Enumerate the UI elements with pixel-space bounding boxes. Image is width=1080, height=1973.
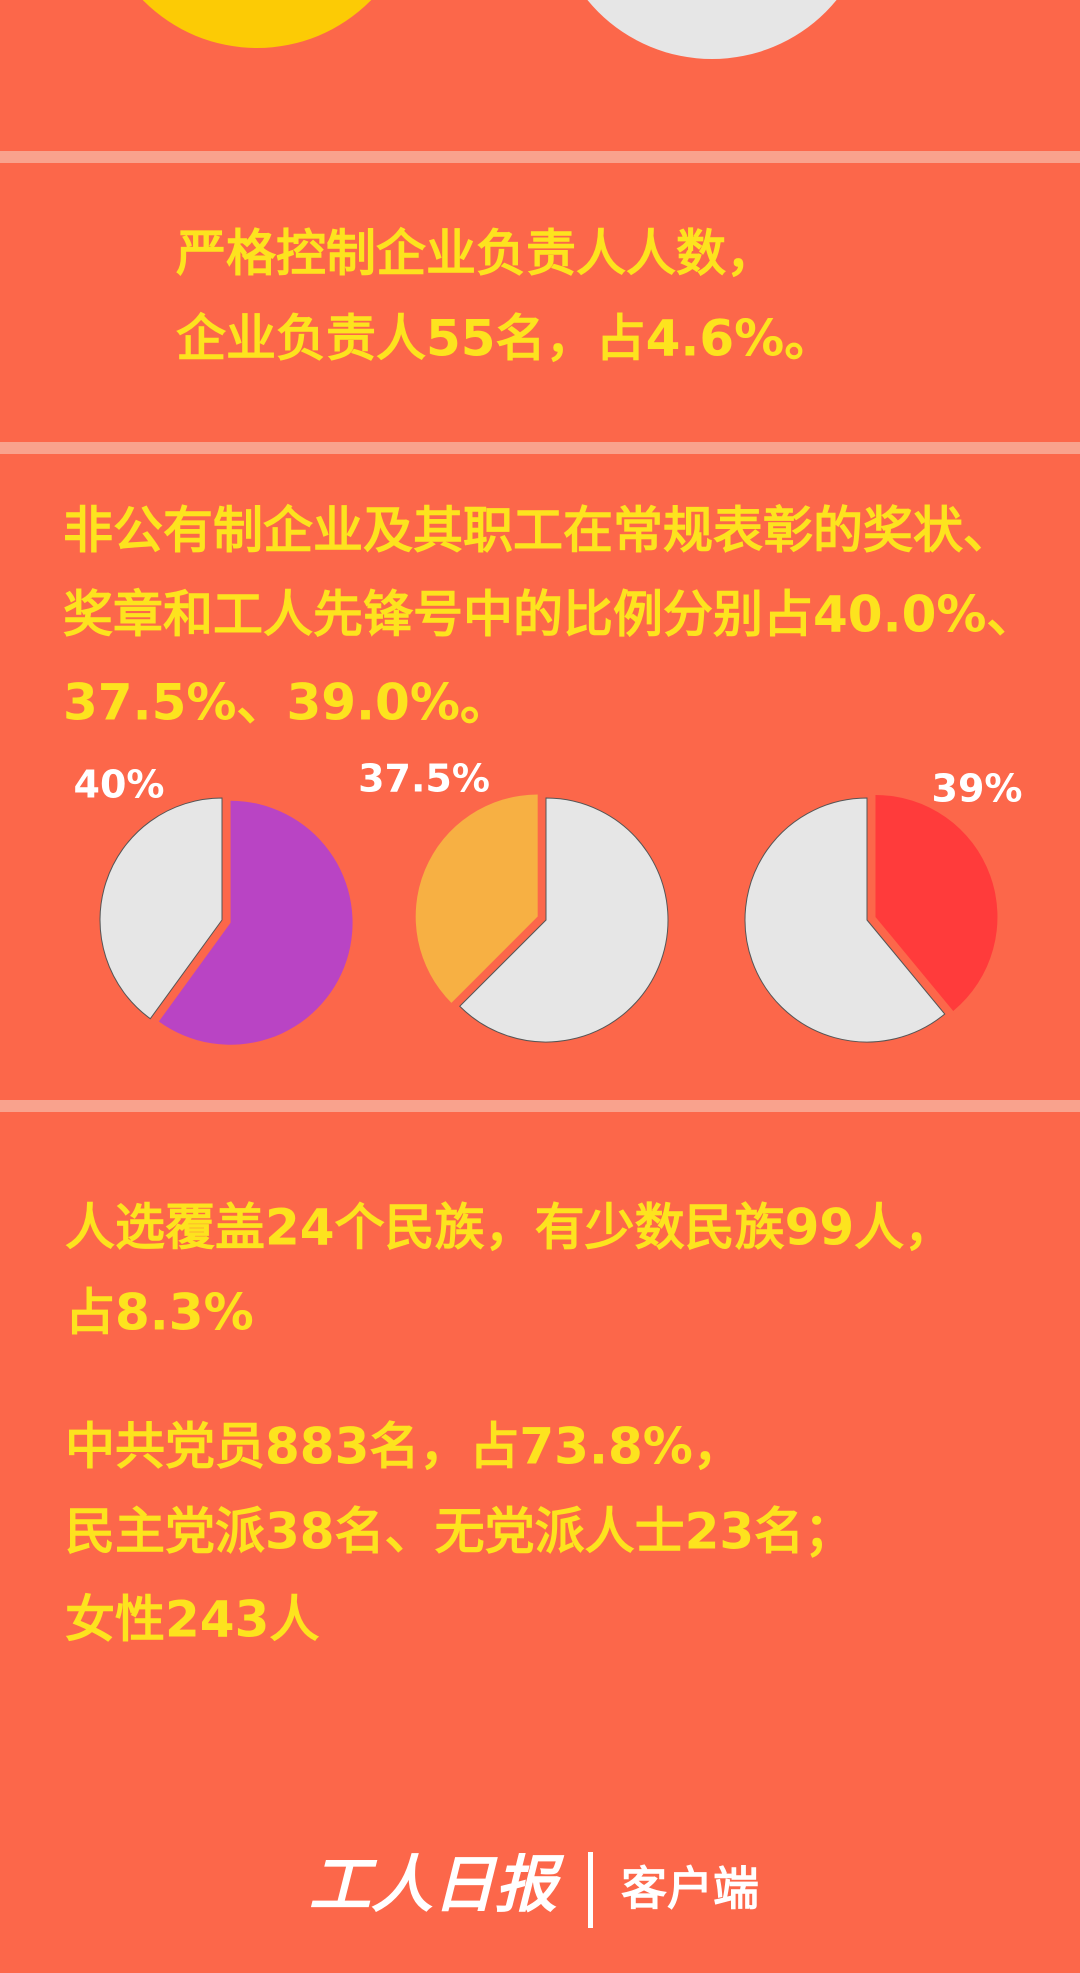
footer-divider: [588, 1852, 593, 1928]
pie-slice: [415, 794, 538, 1003]
text-line: 占8.3%: [65, 1284, 254, 1342]
text-line: 严格控制企业负责人人数，: [176, 225, 776, 283]
pie-label: 40%: [74, 763, 165, 807]
text-line: 奖章和工人先锋号中的比例分别占40.0%、: [63, 586, 1036, 644]
text-line: 民主党派38名、无党派人士23名；: [65, 1503, 854, 1561]
text-line: 人选覆盖24个民族，有少数民族99人，: [65, 1199, 954, 1257]
pie-slice: [459, 797, 669, 1043]
separator: [0, 442, 1080, 454]
separator: [0, 151, 1080, 163]
pie-slice: [99, 797, 223, 1020]
separator: [0, 1100, 1080, 1112]
footer-logo: 工人日报: [309, 1848, 565, 1921]
pie-label: 37.5%: [358, 757, 490, 801]
pie-slice: [744, 797, 946, 1043]
text-line: 企业负责人55名，占4.6%。: [176, 310, 834, 368]
pie-slice: [158, 800, 353, 1045]
pie-slice: [875, 794, 998, 1011]
decor-circle: [587, 0, 837, 59]
text-line: 女性243人: [65, 1591, 319, 1649]
footer-suffix: 客户端: [621, 1862, 759, 1916]
decor-circle: [142, 0, 372, 48]
pie-label: 39%: [932, 767, 1023, 811]
text-line: 非公有制企业及其职工在常规表彰的奖状、: [63, 502, 1013, 560]
text-line: 37.5%、39.0%。: [63, 674, 510, 732]
text-line: 中共党员883名，占73.8%，: [65, 1418, 743, 1476]
